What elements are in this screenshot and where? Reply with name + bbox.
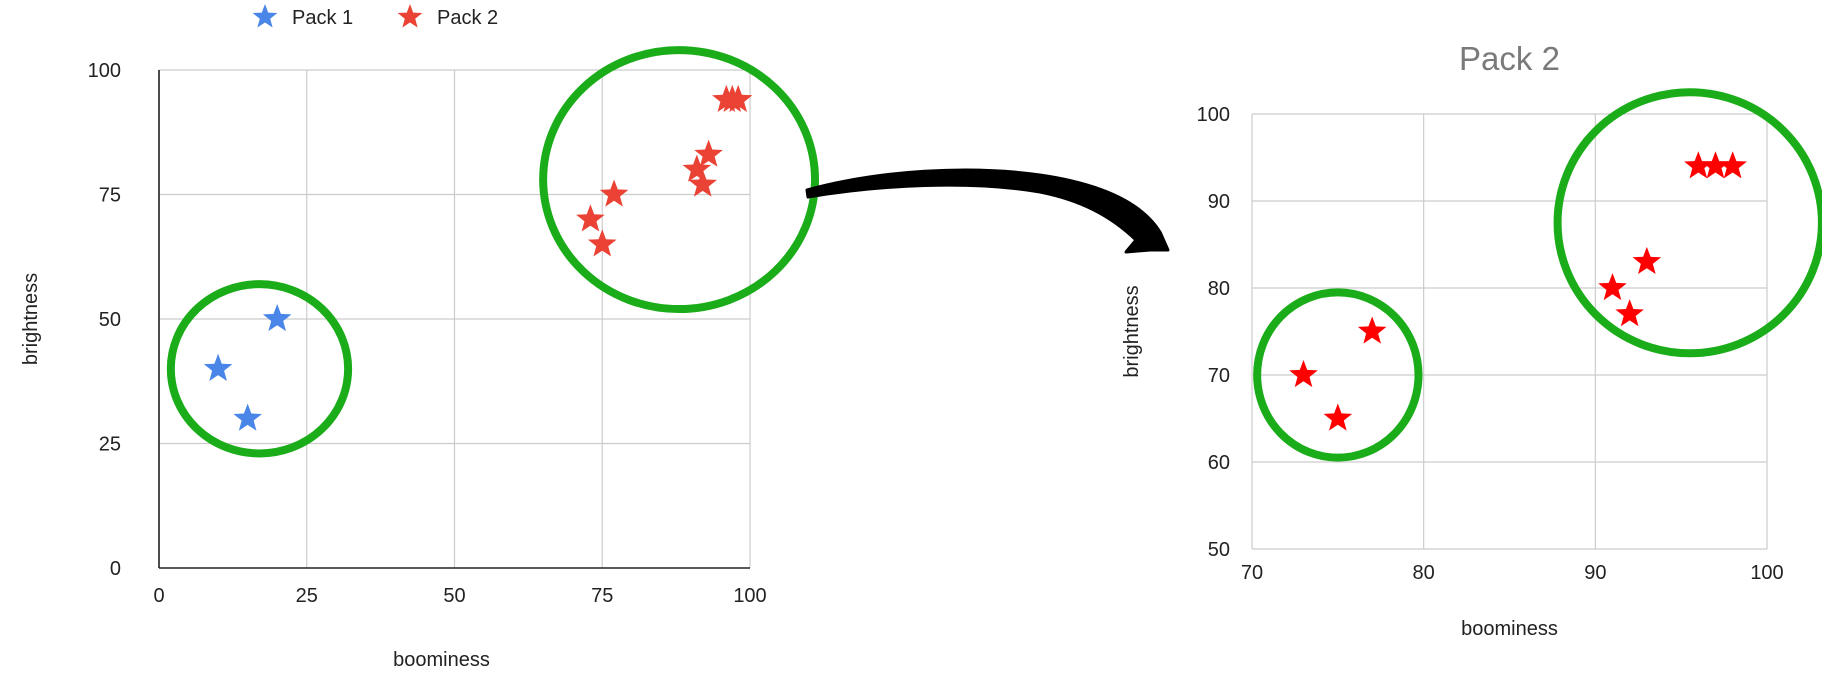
left-scatter-chart: 0 25 50 75 100 0 25 50 75 100 boominess brightness P… (20, 4, 820, 671)
x-tick-label: 75 (591, 585, 613, 607)
y-axis-title: brightness (20, 273, 42, 365)
legend-star-icon (397, 4, 423, 28)
right-scatter-chart: 50 60 70 80 90 100 70 80 90 100 boominess brightnes… (1121, 40, 1822, 640)
y-tick-label: 100 (88, 60, 121, 82)
y-tick-label: 0 (110, 558, 121, 580)
y-tick-label: 100 (1197, 104, 1230, 126)
y-axis-title: brightness (1121, 285, 1143, 377)
y-tick-label: 50 (99, 309, 121, 331)
data-point-star (1701, 151, 1730, 179)
data-point-star (1615, 299, 1644, 327)
y-tick-label: 70 (1208, 365, 1230, 387)
y-tick-label: 90 (1208, 191, 1230, 213)
legend-item: Pack 1 (252, 4, 353, 29)
data-point-star (682, 154, 712, 182)
y-tick-label: 75 (99, 185, 121, 207)
x-tick-label: 70 (1241, 562, 1263, 584)
data-point-star (1718, 151, 1747, 179)
data-point-star (1632, 246, 1662, 275)
data-point-star (723, 84, 753, 113)
data-point-star (1684, 151, 1713, 179)
data-point-star (203, 353, 233, 381)
data-point-star (576, 204, 605, 232)
data-point-star (233, 403, 262, 431)
highlight-circle (1553, 88, 1822, 358)
x-tick-label: 25 (296, 585, 318, 607)
highlight-circle (539, 46, 820, 314)
y-tick-label: 60 (1208, 452, 1230, 474)
x-tick-label: 80 (1413, 562, 1435, 584)
highlight-circle (166, 280, 353, 458)
y-tick-label: 25 (99, 434, 121, 456)
x-tick-label: 50 (443, 585, 465, 607)
legend-item: Pack 2 (397, 4, 498, 29)
y-tick-label: 50 (1208, 539, 1230, 561)
data-point-star (599, 179, 629, 207)
highlight-circle (1253, 288, 1423, 462)
data-point-star (688, 169, 717, 197)
data-point-star (262, 304, 292, 332)
legend-label: Pack 2 (437, 7, 498, 29)
legend-star-icon (252, 4, 278, 28)
data-point-star (1598, 273, 1627, 301)
curved-arrow-icon (805, 168, 1170, 254)
data-point-star (694, 139, 723, 167)
x-tick-label: 90 (1584, 562, 1606, 584)
y-tick-label: 80 (1208, 278, 1230, 300)
data-point-star (587, 229, 617, 257)
x-tick-label: 100 (733, 585, 766, 607)
data-point-star (1323, 403, 1353, 431)
data-point-star (1357, 316, 1387, 344)
x-tick-label: 100 (1750, 562, 1783, 584)
legend-label: Pack 1 (292, 7, 353, 29)
x-axis-title: boominess (393, 649, 490, 671)
chart-title: Pack 2 (1459, 40, 1560, 77)
x-tick-label: 0 (153, 585, 164, 607)
x-axis-title: boominess (1461, 618, 1558, 640)
data-point-star (1289, 360, 1318, 388)
